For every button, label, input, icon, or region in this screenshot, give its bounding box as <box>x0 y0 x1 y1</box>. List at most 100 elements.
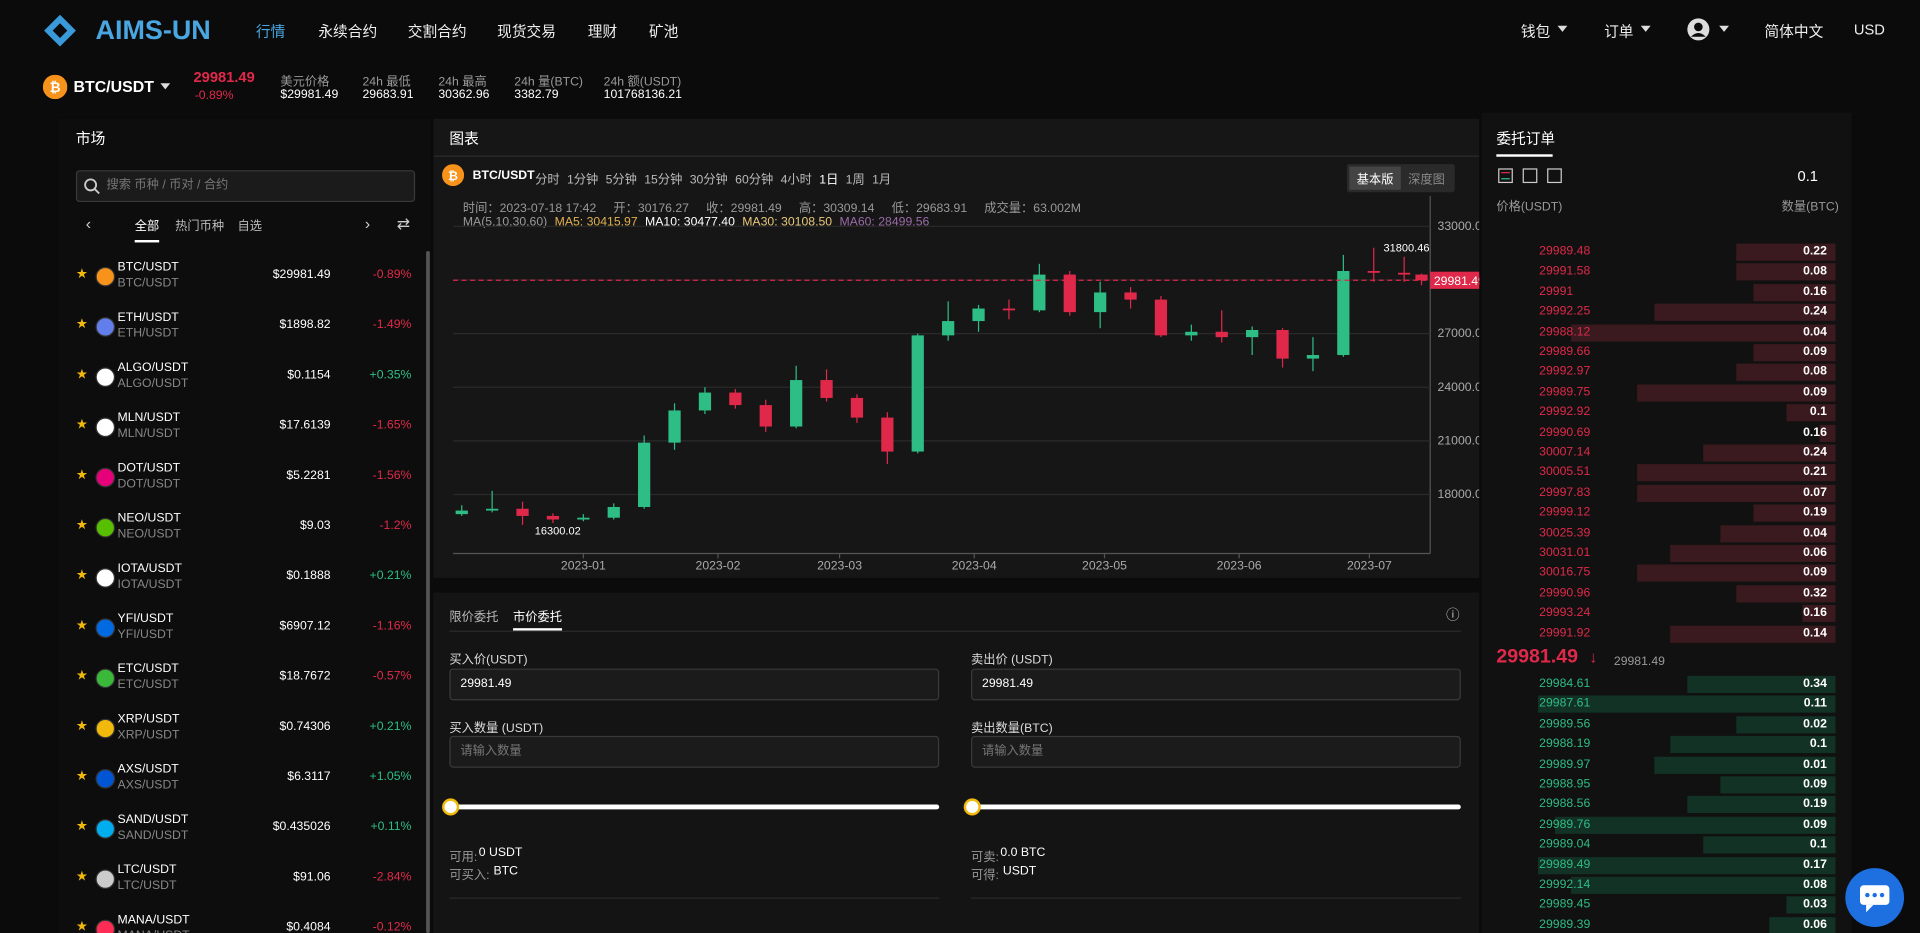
interval[interactable]: 4小时 <box>780 173 812 188</box>
brand[interactable]: AIMS-UN <box>95 14 211 46</box>
coin-symbol[interactable]: IOTA/USDT <box>117 562 182 576</box>
favorite-star[interactable]: ★ <box>75 718 89 734</box>
view-option[interactable]: 基本版 <box>1349 166 1401 190</box>
coin-symbol[interactable]: BTC/USDT <box>117 260 179 275</box>
book-price[interactable]: 29992.14 <box>1539 877 1591 892</box>
interval[interactable]: 1月 <box>872 173 892 188</box>
book-price[interactable]: 29988.95 <box>1539 777 1591 792</box>
favorite-star[interactable]: ★ <box>75 668 89 684</box>
favorite-star[interactable]: ★ <box>75 367 89 383</box>
coin-symbol[interactable]: SAND/USDT <box>117 813 189 827</box>
book-price[interactable]: 29989.04 <box>1539 837 1591 852</box>
favorite-star[interactable]: ★ <box>75 568 89 583</box>
book-price[interactable]: 29997.83 <box>1539 485 1591 500</box>
coin-symbol[interactable]: NEO/USDT <box>117 511 181 526</box>
interval[interactable]: 分时 <box>535 173 560 188</box>
book-price[interactable]: 29991 <box>1539 285 1574 299</box>
book-price[interactable]: 29992.97 <box>1539 365 1591 379</box>
book-price[interactable]: 29989.48 <box>1539 244 1591 259</box>
trade-tab[interactable]: 限价委托 <box>449 611 499 625</box>
interval[interactable]: 1日 <box>819 173 839 188</box>
next-arrow[interactable]: › <box>364 214 371 233</box>
nav-item[interactable]: 永续合约 <box>318 23 378 41</box>
book-price[interactable]: 29987.61 <box>1539 697 1591 711</box>
nav-item[interactable]: 现货交易 <box>497 23 556 41</box>
book-price[interactable]: 29999.12 <box>1539 505 1591 520</box>
amount-input[interactable]: 请输入数量 <box>449 735 940 768</box>
market-tab[interactable]: 自选 <box>237 220 263 234</box>
chat-button[interactable] <box>1844 867 1905 928</box>
book-price[interactable]: 29990.96 <box>1539 586 1591 600</box>
price-input[interactable]: 29981.49 <box>449 668 940 701</box>
interval[interactable]: 1周 <box>845 173 865 188</box>
book-price[interactable]: 29992.92 <box>1539 405 1591 420</box>
book-price[interactable]: 29989.76 <box>1539 817 1591 832</box>
nav-item[interactable]: 理财 <box>587 23 618 41</box>
book-price[interactable]: 29992.25 <box>1539 305 1591 319</box>
header-menu[interactable]: USD <box>1853 20 1885 38</box>
coin-symbol[interactable]: ETH/USDT <box>117 311 179 325</box>
coin-symbol[interactable]: LTC/USDT <box>117 863 177 877</box>
header-menu[interactable]: 钱包 <box>1520 23 1551 41</box>
slider-handle[interactable] <box>442 798 460 816</box>
book-price[interactable]: 29989.49 <box>1539 857 1591 872</box>
market-tab[interactable]: 全部 <box>134 220 160 234</box>
coin-symbol[interactable]: MLN/USDT <box>117 411 181 425</box>
interval[interactable]: 5分钟 <box>605 173 637 188</box>
coin-symbol[interactable]: AXS/USDT <box>117 762 179 777</box>
favorite-star[interactable]: ★ <box>75 266 89 282</box>
coin-symbol[interactable]: XRP/USDT <box>117 712 180 727</box>
amount-input[interactable]: 请输入数量 <box>971 735 1461 768</box>
coin-symbol[interactable]: ETC/USDT <box>117 662 179 676</box>
precision-select[interactable]: 0.1 <box>1797 167 1818 185</box>
help-icon[interactable]: ⓘ <box>1446 608 1460 624</box>
favorite-star[interactable]: ★ <box>75 919 89 933</box>
book-price[interactable]: 30005.51 <box>1539 465 1591 480</box>
book-price[interactable]: 29989.75 <box>1539 385 1591 399</box>
book-price[interactable]: 29993.24 <box>1539 606 1591 620</box>
book-price[interactable]: 29988.12 <box>1539 325 1591 339</box>
favorite-star[interactable]: ★ <box>75 417 89 433</box>
book-price[interactable]: 30016.75 <box>1539 566 1591 580</box>
header-menu[interactable]: 简体中文 <box>1764 23 1824 41</box>
book-price[interactable]: 29989.56 <box>1539 717 1591 731</box>
coin-symbol[interactable]: YFI/USDT <box>117 612 174 626</box>
book-price[interactable]: 30031.01 <box>1539 546 1591 560</box>
slider-track[interactable] <box>449 804 940 810</box>
view-option[interactable]: 深度图 <box>1408 173 1445 188</box>
trade-tab-active[interactable]: 市价委托 <box>513 611 563 625</box>
nav-item[interactable]: 交割合约 <box>407 23 467 41</box>
header-menu[interactable]: 订单 <box>1604 23 1634 41</box>
nav-item[interactable]: 行情 <box>255 23 286 41</box>
favorite-star[interactable]: ★ <box>75 467 89 483</box>
book-price[interactable]: 30007.14 <box>1539 445 1591 460</box>
book-price[interactable]: 29991.92 <box>1539 626 1591 640</box>
book-price[interactable]: 30025.39 <box>1539 526 1591 540</box>
favorite-star[interactable]: ★ <box>75 869 89 885</box>
favorite-star[interactable]: ★ <box>75 517 89 533</box>
slider-handle[interactable] <box>963 798 981 816</box>
price-input[interactable]: 29981.49 <box>971 668 1461 701</box>
favorite-star[interactable]: ★ <box>75 768 89 784</box>
market-tab[interactable]: 热门币种 <box>175 220 225 234</box>
book-price[interactable]: 29989.97 <box>1539 757 1591 771</box>
search-input[interactable]: 搜索 币种 / 币对 / 合约 <box>75 170 416 203</box>
book-price[interactable]: 29991.58 <box>1539 264 1591 279</box>
interval[interactable]: 1分钟 <box>566 173 599 188</box>
favorite-star[interactable]: ★ <box>75 819 89 834</box>
book-price[interactable]: 29988.19 <box>1539 737 1591 751</box>
prev-arrow[interactable]: ‹ <box>85 214 92 233</box>
favorite-star[interactable]: ★ <box>75 618 89 634</box>
book-price[interactable]: 29989.66 <box>1539 345 1591 359</box>
book-price[interactable]: 29989.39 <box>1539 918 1591 932</box>
coin-symbol[interactable]: MANA/USDT <box>117 913 190 927</box>
ticker-pair[interactable]: BTC/USDT <box>73 77 154 96</box>
book-price[interactable]: 29988.56 <box>1539 797 1591 812</box>
interval[interactable]: 15分钟 <box>644 173 683 188</box>
refresh-icon[interactable]: ⇄ <box>396 214 411 233</box>
coin-symbol[interactable]: DOT/USDT <box>117 461 181 476</box>
nav-item[interactable]: 矿池 <box>648 23 679 41</box>
book-price[interactable]: 29984.61 <box>1539 677 1591 691</box>
book-price[interactable]: 29990.69 <box>1539 425 1591 440</box>
book-price[interactable]: 29989.45 <box>1539 898 1591 912</box>
